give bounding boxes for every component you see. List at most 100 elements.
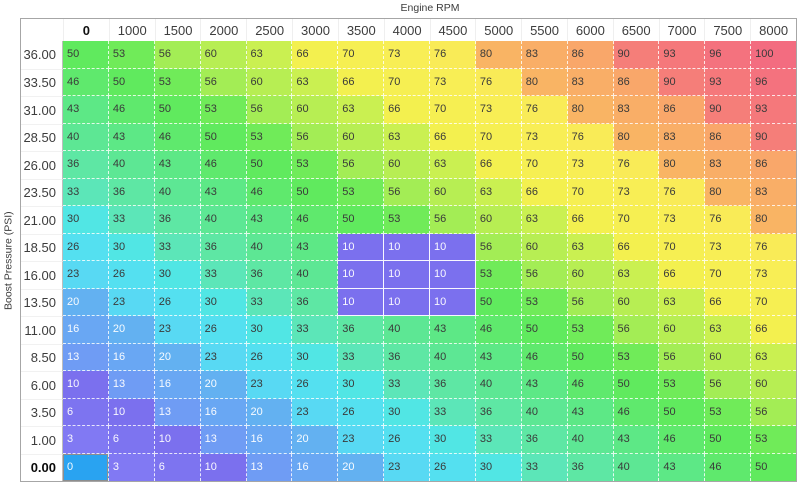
cell-16.00-2500[interactable]: 36: [246, 261, 293, 289]
cell-28.50-7000[interactable]: 83: [659, 123, 706, 151]
cell-0.00-2000[interactable]: 10: [200, 453, 247, 481]
row-header-8.50[interactable]: 8.50: [21, 343, 63, 371]
cell-31.00-1500[interactable]: 50: [154, 96, 201, 124]
cell-3.50-7500[interactable]: 53: [705, 398, 752, 426]
cell-26.00-1500[interactable]: 43: [154, 151, 201, 179]
cell-1.00-5000[interactable]: 33: [475, 426, 522, 454]
cell-13.50-1000[interactable]: 23: [108, 288, 155, 316]
cell-1.00-6500[interactable]: 43: [613, 426, 660, 454]
cell-36.00-7000[interactable]: 93: [659, 41, 706, 69]
cell-31.00-3500[interactable]: 63: [338, 96, 385, 124]
cell-18.50-2500[interactable]: 40: [246, 233, 293, 261]
cell-21.00-2000[interactable]: 40: [200, 206, 247, 234]
row-header-3.50[interactable]: 3.50: [21, 398, 63, 426]
cell-28.50-0[interactable]: 40: [63, 123, 109, 151]
cell-33.50-1000[interactable]: 50: [108, 68, 155, 96]
cell-36.00-0[interactable]: 50: [63, 41, 109, 69]
cell-28.50-2500[interactable]: 53: [246, 123, 293, 151]
cell-23.50-5000[interactable]: 63: [475, 178, 522, 206]
col-header-1500[interactable]: 1500: [154, 19, 201, 41]
cell-8.50-2000[interactable]: 23: [200, 343, 247, 371]
cell-16.00-8000[interactable]: 73: [751, 261, 796, 289]
col-header-5000[interactable]: 5000: [475, 19, 522, 41]
cell-16.00-5500[interactable]: 56: [521, 261, 568, 289]
cell-21.00-1000[interactable]: 33: [108, 206, 155, 234]
row-header-31.00[interactable]: 31.00: [21, 96, 63, 124]
cell-36.00-6000[interactable]: 86: [567, 41, 614, 69]
cell-16.00-3500[interactable]: 10: [338, 261, 385, 289]
col-header-6500[interactable]: 6500: [612, 19, 659, 41]
cell-21.00-2500[interactable]: 43: [246, 206, 293, 234]
cell-13.50-7500[interactable]: 66: [705, 288, 752, 316]
cell-0.00-5000[interactable]: 30: [475, 453, 522, 481]
cell-31.00-7000[interactable]: 86: [659, 96, 706, 124]
cell-3.50-3500[interactable]: 26: [338, 398, 385, 426]
cell-6.00-4500[interactable]: 36: [430, 371, 476, 399]
cell-3.50-6500[interactable]: 46: [613, 398, 660, 426]
cell-6.00-0[interactable]: 10: [63, 371, 109, 399]
cell-21.00-4000[interactable]: 53: [384, 206, 430, 234]
cell-8.50-1500[interactable]: 20: [154, 343, 201, 371]
cell-33.50-5000[interactable]: 76: [475, 68, 522, 96]
cell-13.50-6000[interactable]: 56: [567, 288, 614, 316]
cell-16.00-6000[interactable]: 60: [567, 261, 614, 289]
cell-8.50-0[interactable]: 13: [63, 343, 109, 371]
cell-33.50-8000[interactable]: 96: [751, 68, 796, 96]
cell-11.00-5000[interactable]: 46: [475, 316, 522, 344]
cell-3.50-6000[interactable]: 43: [567, 398, 614, 426]
cell-26.00-5000[interactable]: 66: [475, 151, 522, 179]
row-header-13.50[interactable]: 13.50: [21, 288, 63, 316]
cell-6.00-6000[interactable]: 46: [567, 371, 614, 399]
cell-6.00-2500[interactable]: 23: [246, 371, 293, 399]
cell-33.50-0[interactable]: 46: [63, 68, 109, 96]
cell-26.00-3500[interactable]: 56: [338, 151, 385, 179]
cell-16.00-5000[interactable]: 53: [475, 261, 522, 289]
cell-28.50-3000[interactable]: 56: [292, 123, 339, 151]
cell-33.50-7000[interactable]: 90: [659, 68, 706, 96]
cell-23.50-4000[interactable]: 56: [384, 178, 430, 206]
cell-31.00-4500[interactable]: 70: [430, 96, 476, 124]
cell-28.50-5000[interactable]: 70: [475, 123, 522, 151]
cell-11.00-0[interactable]: 16: [63, 316, 109, 344]
cell-6.00-2000[interactable]: 20: [200, 371, 247, 399]
cell-0.00-1000[interactable]: 3: [108, 453, 155, 481]
cell-31.00-4000[interactable]: 66: [384, 96, 430, 124]
cell-3.50-2500[interactable]: 20: [246, 398, 293, 426]
cell-13.50-8000[interactable]: 70: [751, 288, 796, 316]
cell-23.50-2000[interactable]: 43: [200, 178, 247, 206]
cell-0.00-5500[interactable]: 33: [521, 453, 568, 481]
cell-3.50-0[interactable]: 6: [63, 398, 109, 426]
col-header-1000[interactable]: 1000: [108, 19, 155, 41]
cell-1.00-0[interactable]: 3: [63, 426, 109, 454]
cell-0.00-3000[interactable]: 16: [292, 453, 339, 481]
cell-11.00-2500[interactable]: 30: [246, 316, 293, 344]
cell-13.50-2000[interactable]: 30: [200, 288, 247, 316]
cell-26.00-2500[interactable]: 50: [246, 151, 293, 179]
row-header-21.00[interactable]: 21.00: [21, 206, 63, 234]
row-header-36.00[interactable]: 36.00: [21, 41, 63, 69]
cell-13.50-0[interactable]: 20: [63, 288, 109, 316]
cell-13.50-7000[interactable]: 63: [659, 288, 706, 316]
cell-6.00-5000[interactable]: 40: [475, 371, 522, 399]
cell-0.00-3500[interactable]: 20: [338, 453, 385, 481]
row-header-16.00[interactable]: 16.00: [21, 261, 63, 289]
cell-11.00-1000[interactable]: 20: [108, 316, 155, 344]
cell-6.00-6500[interactable]: 50: [613, 371, 660, 399]
cell-6.00-1000[interactable]: 13: [108, 371, 155, 399]
cell-11.00-1500[interactable]: 23: [154, 316, 201, 344]
cell-26.00-4000[interactable]: 60: [384, 151, 430, 179]
cell-1.00-3000[interactable]: 20: [292, 426, 339, 454]
cell-16.00-4000[interactable]: 10: [384, 261, 430, 289]
cell-8.50-6500[interactable]: 53: [613, 343, 660, 371]
cell-8.50-7500[interactable]: 60: [705, 343, 752, 371]
cell-33.50-4000[interactable]: 70: [384, 68, 430, 96]
row-header-6.00[interactable]: 6.00: [21, 371, 63, 399]
cell-31.00-3000[interactable]: 60: [292, 96, 339, 124]
cell-28.50-6000[interactable]: 76: [567, 123, 614, 151]
cell-21.00-3500[interactable]: 50: [338, 206, 385, 234]
cell-36.00-3000[interactable]: 66: [292, 41, 339, 69]
cell-18.50-8000[interactable]: 76: [751, 233, 796, 261]
cell-26.00-1000[interactable]: 40: [108, 151, 155, 179]
cell-11.00-5500[interactable]: 50: [521, 316, 568, 344]
row-header-1.00[interactable]: 1.00: [21, 426, 63, 454]
